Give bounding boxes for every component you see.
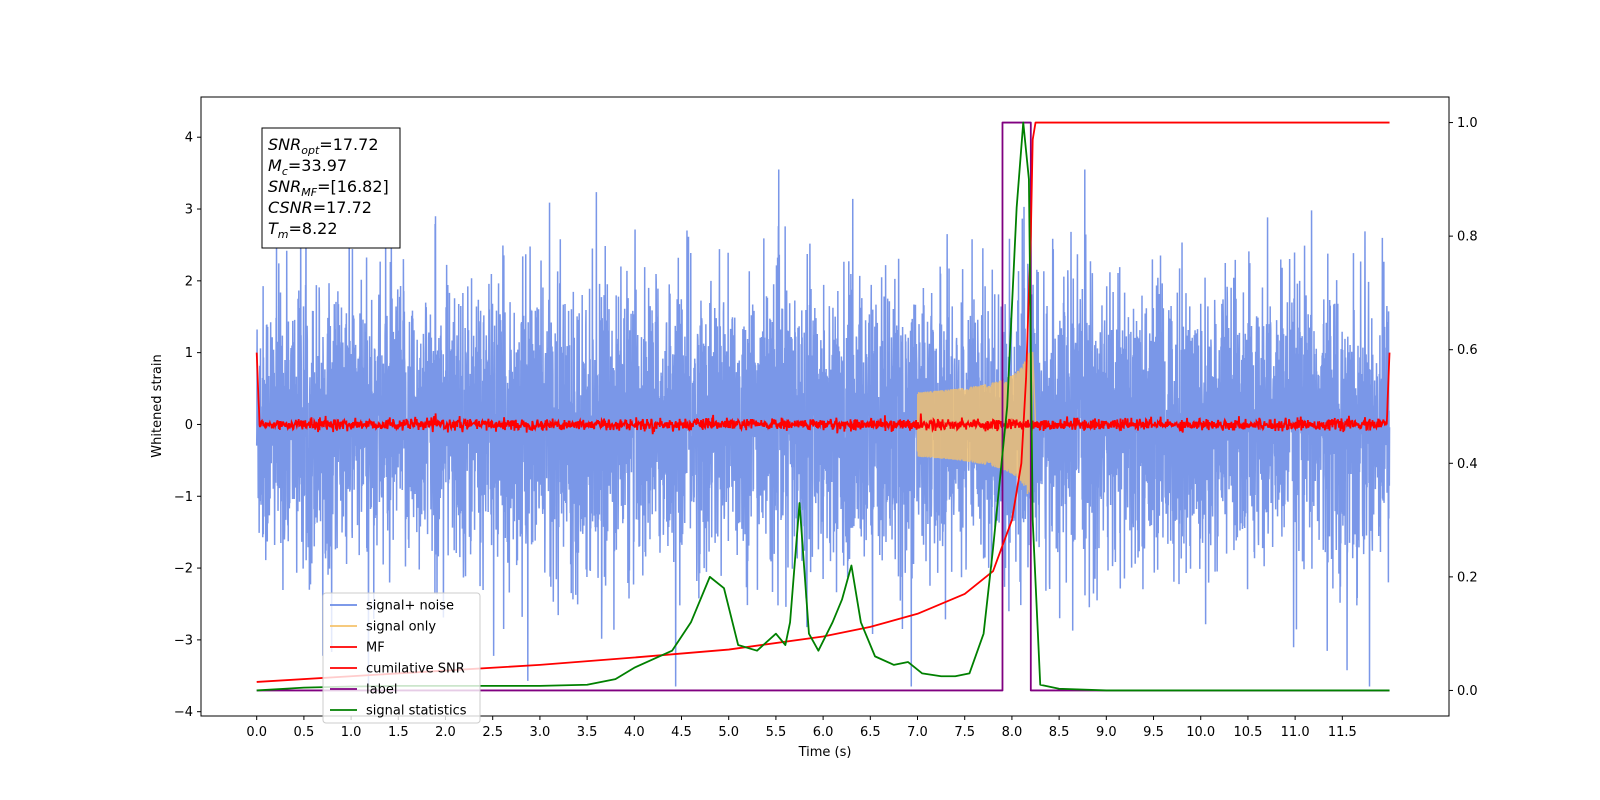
series-signal-plus-noise xyxy=(255,169,1391,687)
info-base: SNR xyxy=(268,135,301,154)
y-left-tick-label: −2 xyxy=(174,562,193,577)
x-tick-label: 4.5 xyxy=(671,725,692,740)
x-tick-label: 1.0 xyxy=(341,725,362,740)
y-left-tick-label: −4 xyxy=(174,705,193,720)
info-subscript: m xyxy=(278,228,289,241)
x-tick-label: 11.0 xyxy=(1281,725,1310,740)
x-tick-label: 1.5 xyxy=(388,725,409,740)
x-tick-label: 7.5 xyxy=(954,725,975,740)
info-value: =8.22 xyxy=(289,219,338,238)
info-box-line: Tm=8.22 xyxy=(268,219,338,241)
legend-label: signal only xyxy=(366,620,436,635)
x-tick-label: 9.0 xyxy=(1096,725,1117,740)
y-left-tick-label: 0 xyxy=(185,418,193,433)
legend-label: label xyxy=(366,683,397,698)
info-base: CSNR xyxy=(268,198,313,217)
y-right-tick-label: 0.4 xyxy=(1457,457,1478,472)
info-value: =33.97 xyxy=(288,156,347,175)
x-tick-label: 8.0 xyxy=(1002,725,1023,740)
series-cumulative-snr xyxy=(256,121,1390,683)
legend-label: MF xyxy=(366,641,385,656)
x-axis-ticks: 0.0 0.5 1.0 1.5 2.0 2.5 3.0 3.5 4.0 4.5 5.0 5.5 6.0 6… xyxy=(246,716,1357,740)
x-tick-label: 11.5 xyxy=(1328,725,1357,740)
x-tick-label: 3.5 xyxy=(577,725,598,740)
legend-label: signal statistics xyxy=(366,704,467,719)
y-right-tick-label: 0.0 xyxy=(1457,684,1478,699)
y-left-tick-label: 3 xyxy=(185,203,193,218)
y-left-tick-label: −3 xyxy=(174,633,193,648)
x-tick-label: 4.0 xyxy=(624,725,645,740)
series-signal-only xyxy=(916,351,1037,497)
y-right-tick-label: 0.6 xyxy=(1457,343,1478,358)
x-tick-label: 2.0 xyxy=(435,725,456,740)
info-subscript: opt xyxy=(301,144,320,157)
y-left-tick-label: 1 xyxy=(185,346,193,361)
x-tick-label: 10.0 xyxy=(1186,725,1215,740)
x-tick-label: 6.0 xyxy=(813,725,834,740)
y-right-tick-label: 1.0 xyxy=(1457,116,1478,131)
legend: signal+ noise signal only MF cumilative SNR… xyxy=(322,592,481,724)
y-left-tick-label: 4 xyxy=(185,131,193,146)
y-right-tick-label: 0.8 xyxy=(1457,230,1478,245)
info-value: =17.72 xyxy=(313,198,372,217)
series-signal-statistics xyxy=(256,121,1390,692)
x-tick-label: 9.5 xyxy=(1143,725,1164,740)
info-subscript: c xyxy=(282,165,288,178)
x-tick-label: 5.5 xyxy=(766,725,787,740)
info-base: SNR xyxy=(268,177,301,196)
legend-label: cumilative SNR xyxy=(366,662,465,677)
legend-frame xyxy=(322,592,481,724)
series-mf xyxy=(255,352,1391,435)
x-tick-label: 10.5 xyxy=(1233,725,1262,740)
info-value: =17.72 xyxy=(319,135,378,154)
x-axis-label: Time (s) xyxy=(798,745,852,760)
info-box: SNRopt=17.72Mc=33.97SNRMF=[16.82]CSNR=17… xyxy=(261,127,401,249)
info-box-line: CSNR=17.72 xyxy=(268,198,372,217)
info-base: M xyxy=(268,156,282,175)
x-tick-label: 6.5 xyxy=(860,725,881,740)
info-box-frame xyxy=(261,127,401,249)
info-box-line: SNRMF=[16.82] xyxy=(268,177,389,199)
x-tick-label: 3.0 xyxy=(530,725,551,740)
series-layer xyxy=(255,121,1391,692)
info-value: =[16.82] xyxy=(317,177,389,196)
x-tick-label: 7.0 xyxy=(907,725,928,740)
y-right-tick-label: 0.2 xyxy=(1457,570,1478,585)
info-box-line: SNRopt=17.72 xyxy=(268,135,379,157)
x-tick-label: 8.5 xyxy=(1049,725,1070,740)
x-tick-label: 0.5 xyxy=(294,725,315,740)
legend-label: signal+ noise xyxy=(366,599,454,614)
x-tick-label: 2.5 xyxy=(482,725,503,740)
plot-frame xyxy=(200,96,1450,717)
info-base: T xyxy=(268,219,279,238)
y-left-tick-label: −1 xyxy=(174,490,193,505)
x-tick-label: 5.0 xyxy=(718,725,739,740)
x-tick-label: 0.0 xyxy=(246,725,267,740)
y-axis-label: Whitened strain xyxy=(150,354,165,457)
y-axis-left-ticks: 4 3 2 1 0 −1 −2 −3 −4 xyxy=(174,131,201,720)
y-left-tick-label: 2 xyxy=(185,274,193,289)
y-axis-right-ticks: 1.0 0.8 0.6 0.4 0.2 0.0 xyxy=(1449,116,1478,699)
info-subscript: MF xyxy=(301,186,317,199)
info-box-line: Mc=33.97 xyxy=(268,156,347,178)
